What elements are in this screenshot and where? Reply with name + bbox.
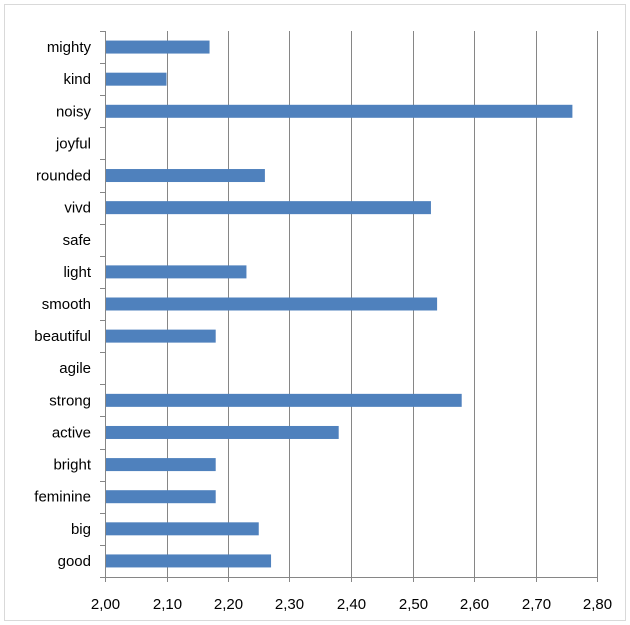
y-tick-label: beautiful [34,328,91,345]
bar-light [105,265,247,279]
bar-beautiful [105,329,216,343]
bar-strong [105,393,462,407]
category-labels: mighty kind noisy joyful rounded vivd safe ligh… [34,39,92,570]
bar-mighty [105,40,210,54]
y-tick-label: smooth [42,296,91,313]
x-tick-label: 2,40 [337,596,366,613]
y-tick-label: big [71,521,91,538]
y-tick-label: light [63,264,91,281]
x-tick-label: 2,60 [460,596,489,613]
bar-kind [105,72,167,86]
x-tick-labels: 2,00 2,10 2,20 2,30 2,40 2,50 2,60 2,70 2,80 [91,596,612,613]
bar-noisy [105,104,573,118]
y-tick-label: strong [49,392,91,409]
axes [100,31,598,582]
x-tick-label: 2,50 [399,596,428,613]
x-tick-label: 2,30 [275,596,304,613]
y-tick-label: noisy [56,103,92,120]
chart-frame: mighty kind noisy joyful rounded vivd safe ligh… [4,4,626,621]
bar-feminine [105,490,216,504]
y-tick-label: mighty [47,39,92,56]
bar-big [105,522,259,536]
y-tick-label: safe [63,232,91,249]
bar-chart: mighty kind noisy joyful rounded vivd safe ligh… [34,31,612,613]
bar-good [105,554,272,568]
bar-rounded [105,169,265,183]
y-tick-label: bright [53,457,91,474]
y-tick-label: vivd [64,200,91,217]
y-tick-label: joyful [55,135,91,152]
y-tick-label: good [58,553,91,570]
y-tick-label: rounded [36,168,91,185]
x-tick-label: 2,20 [214,596,243,613]
x-tick-label: 2,80 [583,596,612,613]
bars [105,40,573,568]
y-tick-label: feminine [34,489,91,506]
bar-active [105,425,339,439]
y-tick-label: agile [59,360,91,377]
y-tick-label: kind [63,71,91,88]
x-tick-label: 2,00 [91,596,120,613]
x-tick-label: 2,70 [522,596,551,613]
x-tick-label: 2,10 [153,596,182,613]
bar-bright [105,458,216,472]
bar-smooth [105,297,438,311]
y-tick-label: active [52,424,91,441]
bar-vivd [105,201,431,215]
